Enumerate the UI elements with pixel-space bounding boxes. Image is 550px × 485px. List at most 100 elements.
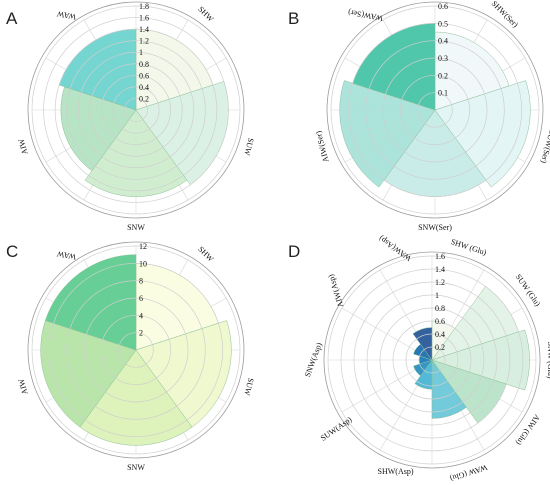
bar-snw-glu-	[431, 329, 530, 391]
grid-ring	[382, 57, 488, 163]
tick-label: 1	[139, 48, 143, 57]
grid-ring	[118, 332, 154, 368]
grid-ring	[392, 320, 472, 400]
bar-aiw	[60, 86, 137, 172]
bar-snw	[79, 349, 193, 446]
grid-ring	[83, 297, 189, 403]
bar-aiw	[40, 320, 137, 428]
grid-ring	[100, 74, 172, 146]
tick-label: 1.4	[139, 25, 149, 34]
polar-chart-c: 2 4 6 8 10 12 SHW SUW SNW AIW WAW	[17, 241, 256, 472]
grid-ring	[66, 280, 206, 420]
grid-ring	[112, 86, 160, 134]
category-label: SUW (Glu)	[514, 273, 543, 309]
tick-label: 0.3	[438, 54, 448, 63]
category-label: SNW (Glu)	[546, 342, 550, 379]
grid-ring	[379, 307, 485, 413]
bar-shw-asp-	[414, 359, 433, 390]
outer-ring	[326, 1, 544, 219]
tick-label: 2	[139, 329, 143, 338]
category-label: SNW(Ser)	[418, 223, 452, 232]
tick-label: 0.5	[438, 19, 448, 28]
outer-ring	[27, 241, 245, 459]
tick-label: 0.6	[435, 317, 445, 326]
tick-label: 1.4	[435, 265, 445, 274]
category-label: SNW	[127, 223, 145, 232]
category-label: SHW(Ser)	[490, 0, 520, 29]
grid-ring	[77, 51, 195, 169]
tick-label: 0.8	[139, 60, 149, 69]
grid-ring	[399, 74, 471, 146]
grid-ring	[405, 333, 459, 387]
grid-ring	[417, 92, 453, 128]
tick-label: 0.4	[435, 330, 445, 339]
bar-suw-ser-	[434, 80, 531, 188]
category-label: SHW	[196, 245, 215, 264]
tick-label: 0.6	[139, 71, 149, 80]
bar-snw	[84, 109, 188, 197]
bar-aiw-ser-	[339, 80, 436, 188]
tick-label: 1.2	[139, 37, 149, 46]
tick-label: 1	[435, 291, 439, 300]
grid-ring	[54, 28, 218, 192]
polar-charts: 0.2 0.4 0.6 0.8 1 1.2 1.4 1.6 1.8 SHW SUW SNW AIW WAW…	[17, 0, 550, 483]
bar-waw-asp-	[412, 327, 433, 361]
category-label: SUW	[242, 377, 255, 397]
category-label: WAW(Ser)	[347, 8, 384, 23]
category-label: SHW(Asp)	[378, 467, 414, 476]
polar-chart-b: 0.1 0.2 0.3 0.4 0.5 0.6 SHW(Ser) SUW(Ser) SNW(Se…	[314, 0, 550, 232]
tick-label: 0.1	[438, 89, 448, 98]
tick-label: 1.2	[435, 278, 445, 287]
tick-label: 10	[139, 259, 147, 268]
tick-label: 0.4	[438, 37, 448, 46]
outer-ring	[323, 251, 541, 469]
grid-ring	[418, 346, 446, 374]
grid-ring	[340, 268, 524, 452]
tick-label: 1.6	[139, 14, 149, 23]
grid-ring	[353, 281, 511, 439]
bar-waw	[45, 254, 137, 351]
tick-label: 0.2	[438, 71, 448, 80]
category-label: SHW	[196, 5, 215, 24]
category-label: AIW	[17, 137, 30, 155]
tick-label: 1.6	[435, 252, 445, 261]
category-label: SNW	[127, 463, 145, 472]
category-label: AIW(Asp)	[326, 273, 345, 309]
grid-ring	[43, 17, 229, 203]
grid-ring	[327, 255, 537, 465]
tick-label: 8	[139, 277, 143, 286]
grid-ring	[31, 245, 241, 455]
outer-ring	[27, 1, 245, 219]
tick-label: 1.8	[139, 2, 149, 11]
tick-label: 0.2	[435, 343, 445, 352]
grid-ring	[89, 63, 183, 157]
panel-letter-b: B	[288, 9, 299, 28]
tick-label: 12	[139, 242, 147, 251]
bar-suw-asp-	[413, 359, 433, 377]
bar-waw-glu-	[431, 359, 467, 419]
bar-suw	[135, 320, 232, 428]
category-label: SNW(Asp)	[303, 341, 324, 378]
grid-ring	[124, 98, 148, 122]
category-label: AIW	[17, 377, 30, 395]
tick-label: 0.4	[139, 83, 149, 92]
grid-ring	[366, 294, 498, 426]
tick-label: 4	[139, 311, 143, 320]
panel-letter-c: C	[6, 242, 18, 261]
tick-label: 0.8	[435, 304, 445, 313]
bar-shw-ser-	[434, 31, 510, 111]
grid-ring	[48, 262, 224, 438]
tick-label: 0.6	[438, 2, 448, 11]
category-label: WAW	[56, 249, 77, 261]
grid-ring	[66, 40, 206, 180]
grid-ring	[347, 22, 523, 198]
grid-ring	[100, 314, 172, 386]
category-label: AIW(Ser)	[314, 130, 331, 164]
category-label: SUW(Ser)	[539, 129, 550, 164]
grid-ring	[365, 40, 505, 180]
polar-chart-d: 0.20.40.60.811.21.41.6 SHW (Glu)SUW (Glu)…	[303, 234, 550, 484]
category-label: WAW	[56, 9, 77, 21]
category-label: SUW	[242, 137, 255, 157]
grid-ring	[31, 5, 241, 215]
